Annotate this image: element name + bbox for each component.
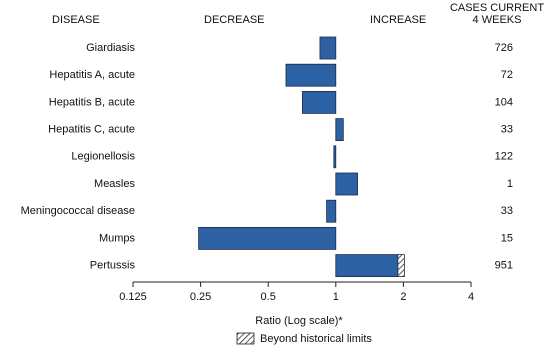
bar	[335, 172, 358, 196]
bar	[301, 91, 337, 114]
bar	[335, 118, 344, 141]
x-tick-label: 4	[468, 291, 474, 303]
cases-value: 726	[495, 42, 513, 54]
x-tick-label: 2	[400, 291, 406, 303]
header-cases: 4 WEEKS	[473, 14, 522, 26]
x-tick-label: 0.5	[261, 291, 276, 303]
legend-swatch	[236, 332, 255, 345]
category-label: Meningococcal disease	[21, 205, 135, 217]
bar	[319, 36, 337, 60]
header-decrease: DECREASE	[204, 14, 265, 26]
cases-value: 33	[501, 124, 513, 136]
header-increase: INCREASE	[370, 14, 426, 26]
category-label: Measles	[94, 178, 135, 190]
bar	[285, 63, 337, 87]
bar	[335, 254, 399, 278]
category-label: Hepatitis C, acute	[48, 124, 135, 136]
category-label: Hepatitis B, acute	[49, 96, 135, 108]
category-label: Giardiasis	[86, 42, 135, 54]
cases-value: 72	[501, 69, 513, 81]
cases-value: 122	[495, 151, 513, 163]
header-cases: CASES CURRENT	[450, 2, 544, 14]
x-tick-label: 0.125	[119, 291, 147, 303]
bar	[326, 199, 337, 223]
cases-value: 33	[501, 205, 513, 217]
bar	[198, 226, 337, 250]
x-tick-label: 0.25	[190, 291, 211, 303]
category-label: Legionellosis	[71, 151, 135, 163]
bar	[333, 145, 337, 169]
cases-value: 104	[495, 96, 513, 108]
cases-value: 15	[501, 232, 513, 244]
header-disease: DISEASE	[52, 14, 100, 26]
category-label: Pertussis	[90, 260, 136, 272]
cases-value: 951	[495, 260, 513, 272]
category-label: Mumps	[99, 232, 136, 244]
x-axis-label: Ratio (Log scale)*	[255, 315, 343, 327]
category-label: Hepatitis A, acute	[49, 69, 135, 81]
beyond-limit	[397, 254, 405, 278]
x-tick-label: 1	[333, 291, 339, 303]
cases-value: 1	[507, 178, 513, 190]
legend-label: Beyond historical limits	[260, 333, 372, 345]
